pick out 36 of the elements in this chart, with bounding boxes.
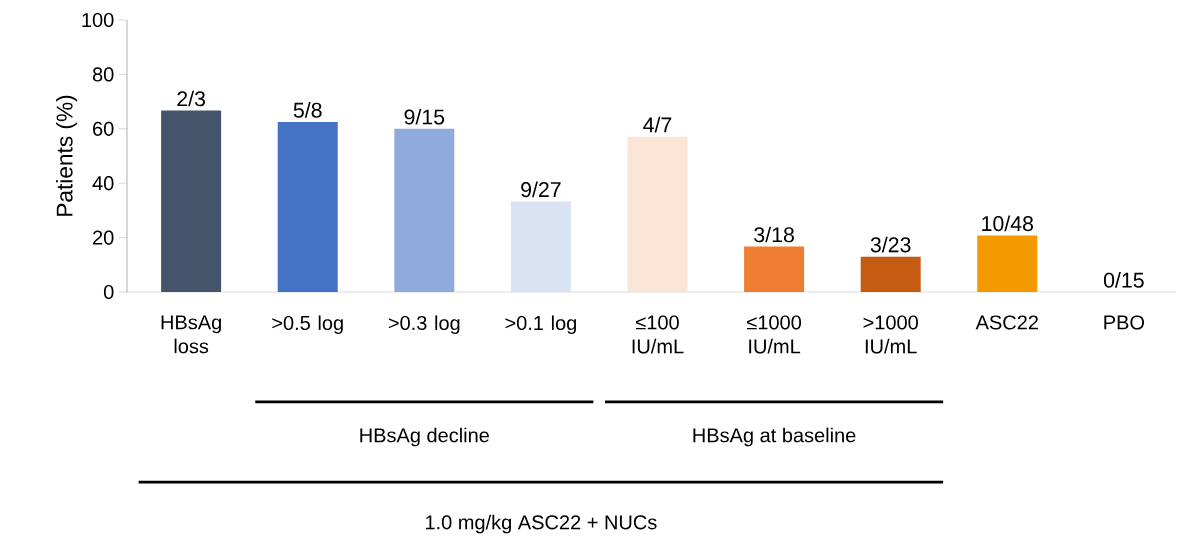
text: HBsAg decline (360, 427, 489, 447)
x-tick-label: PBO (1104, 315, 1145, 330)
x-tick-label: >0.1 log (505, 315, 577, 335)
bar (394, 128, 455, 293)
bar (860, 256, 921, 293)
x-tick-label: ≤1000 IU/mL (746, 315, 802, 354)
y-tick-label: 60 (93, 121, 114, 136)
bar (510, 201, 571, 293)
x-tick-label: >0.5 log (272, 315, 343, 335)
annotation: 3/23 (870, 236, 911, 253)
y-axis-title: Patients (%) (55, 95, 78, 216)
x-tick-label: ASC22 (975, 315, 1038, 330)
bar (277, 122, 338, 293)
annotation: 2/3 (177, 90, 206, 107)
annotation: 3/18 (754, 226, 794, 243)
bar (627, 136, 688, 293)
y-tick-label: 0 (103, 284, 114, 300)
text: 1.0 mg/kg ASC22 + NUCs (426, 514, 657, 534)
y-tick-label: 20 (93, 230, 114, 245)
annotation: 9/15 (404, 108, 445, 125)
bar (744, 246, 805, 293)
x-tick-label: HBsAg loss (161, 315, 221, 354)
bar (977, 235, 1038, 293)
x-tick-label: >0.3 log (388, 315, 460, 335)
bar (161, 110, 222, 293)
x-tick-label: ≤100 IU/mL (632, 315, 684, 354)
y-tick-label: 100 (82, 12, 114, 28)
x-tick-label: >1000 IU/mL (863, 315, 918, 354)
annotation: 5/8 (293, 102, 322, 118)
y-tick-label: 40 (92, 176, 114, 191)
annotation: 0/15 (1103, 272, 1144, 288)
annotation: 10/48 (982, 215, 1034, 232)
y-tick-label: 80 (92, 67, 114, 82)
text: HBsAg at baseline (693, 427, 856, 447)
annotation: 9/27 (521, 181, 561, 198)
annotation: 4/7 (643, 116, 672, 133)
